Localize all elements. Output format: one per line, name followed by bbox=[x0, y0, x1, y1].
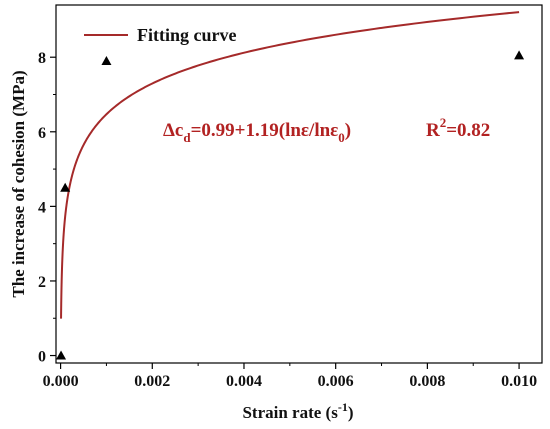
equation-sub-0: 0 bbox=[338, 130, 345, 145]
x-axis-title-end: ) bbox=[348, 403, 354, 422]
y-axis-ticks: 0 2 4 6 8 bbox=[38, 50, 56, 366]
x-axis-title-main: Strain rate (s bbox=[242, 403, 338, 422]
x-axis-ticks: 0.000 0.002 0.004 0.006 0.008 0.010 bbox=[43, 363, 537, 390]
y-axis-title: The increase of cohesion (MPa) bbox=[9, 70, 28, 297]
data-point bbox=[56, 350, 67, 360]
x-axis-title-sup: -1 bbox=[338, 400, 348, 414]
plot-area bbox=[55, 4, 543, 364]
x-axis-title: Strain rate (s-1) bbox=[242, 400, 353, 422]
data-point bbox=[60, 182, 71, 192]
y-tick-label: 4 bbox=[38, 199, 46, 216]
r-squared-annotation: R2=0.82 bbox=[426, 115, 490, 141]
equation-close: ) bbox=[345, 120, 351, 141]
x-tick-label: 0.006 bbox=[318, 373, 354, 390]
legend-label-fitting-curve: Fitting curve bbox=[137, 25, 236, 45]
r2-r: R bbox=[426, 120, 440, 141]
fitting-curve bbox=[60, 11, 520, 319]
data-point bbox=[101, 55, 112, 65]
x-tick-label: 0.000 bbox=[43, 373, 79, 390]
y-tick-label: 8 bbox=[38, 50, 46, 67]
data-point bbox=[514, 50, 525, 60]
x-tick-label: 0.004 bbox=[226, 373, 262, 390]
y-tick-label: 2 bbox=[38, 274, 46, 291]
equation-annotation: Δcd=0.99+1.19(lnε/lnε0) bbox=[163, 120, 351, 145]
r2-value: =0.82 bbox=[446, 120, 490, 141]
y-tick-label: 6 bbox=[38, 125, 46, 142]
equation-delta-c: Δc bbox=[163, 120, 183, 141]
scatter-points bbox=[56, 50, 525, 360]
equation-sub-d: d bbox=[183, 130, 191, 145]
legend: Fitting curve bbox=[84, 25, 236, 45]
x-tick-label: 0.010 bbox=[501, 373, 537, 390]
x-tick-label: 0.008 bbox=[409, 373, 445, 390]
equation-formula: =0.99+1.19(lnε/lnε bbox=[191, 120, 339, 141]
x-tick-label: 0.002 bbox=[134, 373, 170, 390]
y-tick-label: 0 bbox=[38, 349, 46, 366]
r2-sup: 2 bbox=[440, 115, 447, 130]
